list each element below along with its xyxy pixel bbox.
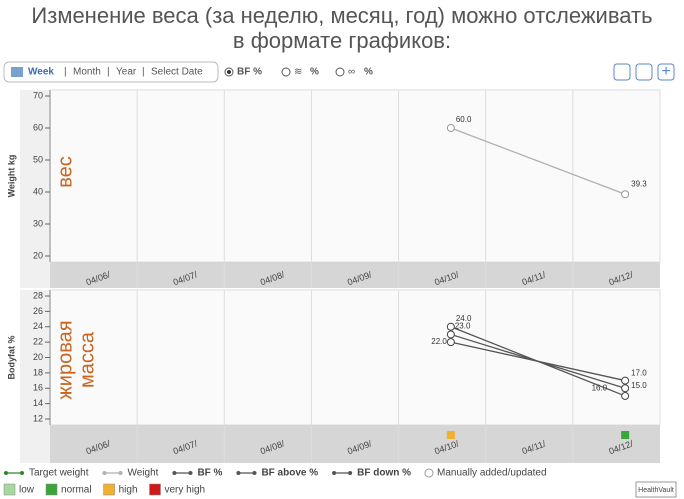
calendar-icon[interactable]	[11, 67, 23, 77]
data-point	[621, 384, 630, 393]
y-tick-label: 24	[33, 321, 43, 331]
heading: Изменение веса (за неделю, месяц, год) м…	[31, 3, 652, 28]
legend-dot	[332, 471, 337, 475]
heading: в формате графиков:	[233, 28, 451, 53]
status-marker	[621, 431, 630, 439]
sep: |	[142, 67, 145, 78]
healthvault-logo	[635, 481, 677, 498]
status-swatch	[149, 483, 161, 496]
data-point	[446, 330, 455, 339]
date-band	[50, 425, 660, 463]
y-tick-label: 50	[33, 154, 43, 164]
value-label: 15.0	[631, 381, 647, 390]
data-point	[621, 376, 630, 385]
radio-label: BF %	[237, 67, 262, 78]
status-swatch	[3, 483, 16, 496]
legend-label: Weight	[127, 468, 158, 479]
plot-area	[49, 89, 661, 263]
annotation: жировая	[54, 320, 76, 399]
y-axis-label: Weight kg	[6, 155, 16, 198]
print-button[interactable]	[613, 63, 631, 81]
plot-area	[49, 289, 661, 426]
download-button[interactable]	[635, 63, 653, 81]
legend-label: BF down %	[357, 468, 411, 479]
y-tick-label: 60	[33, 122, 43, 132]
status-marker	[446, 431, 455, 439]
series-line	[450, 341, 626, 382]
date-link[interactable]: Select Date	[151, 67, 203, 78]
series-line	[450, 127, 626, 195]
radio[interactable]	[281, 67, 291, 77]
legend-dot	[252, 471, 257, 475]
data-point	[446, 124, 455, 132]
annotation: вес	[54, 156, 76, 188]
legend-dot	[188, 471, 193, 475]
value-label: 23.0	[455, 322, 471, 331]
logo-text: HealthVault	[638, 487, 674, 494]
y-tick-label: 12	[33, 413, 43, 423]
data-point	[446, 338, 455, 347]
status-label: normal	[61, 485, 92, 496]
year-link[interactable]: Year	[116, 67, 137, 78]
sep: |	[64, 67, 67, 78]
legend-dot	[4, 471, 8, 475]
value-label: 22.0	[431, 337, 447, 346]
icon: ≋	[294, 67, 302, 78]
value-label: 16.0	[592, 383, 608, 392]
y-tick-label: 40	[33, 186, 43, 196]
y-tick-label: 16	[33, 383, 43, 393]
value-label: 60.0	[456, 115, 472, 124]
period-box	[3, 61, 219, 83]
value-label: 24.0	[456, 314, 472, 323]
icon: ∞	[348, 67, 355, 78]
y-tick-label: 18	[33, 367, 43, 377]
legend-label: BF above %	[261, 468, 318, 479]
axis-column	[20, 90, 50, 288]
legend-marker	[424, 468, 434, 478]
month-link[interactable]: Month	[73, 67, 101, 78]
date-band	[50, 262, 660, 288]
status-label: low	[19, 485, 35, 496]
data-point	[621, 391, 630, 400]
legend-dot	[348, 471, 353, 475]
data-point	[621, 190, 630, 199]
legend-dot	[102, 471, 107, 475]
y-tick-label: 22	[33, 337, 43, 347]
y-tick-label: 14	[33, 398, 43, 408]
legend-dot	[236, 471, 241, 475]
y-tick-label: 26	[33, 306, 43, 316]
status-label: high	[119, 485, 138, 496]
add-icon: +	[661, 63, 670, 80]
annotation: масса	[76, 331, 98, 388]
legend-dot	[172, 471, 177, 475]
radio[interactable]	[335, 67, 345, 77]
legend-dot	[20, 471, 24, 475]
data-point	[446, 322, 455, 331]
status-label: very high	[165, 485, 206, 496]
radio-label: %	[364, 67, 373, 78]
week-link[interactable]: Week	[28, 67, 54, 78]
radio-dot	[227, 70, 231, 74]
y-tick-label: 70	[33, 90, 43, 100]
y-tick-label: 20	[33, 352, 43, 362]
axis-column	[20, 290, 50, 463]
status-swatch	[45, 483, 58, 496]
value-label: 17.0	[631, 369, 647, 378]
sep: |	[107, 67, 110, 78]
radio-label: %	[310, 67, 319, 78]
legend-label: Manually added/updated	[437, 468, 547, 479]
legend-dot	[118, 471, 123, 475]
add-button[interactable]	[657, 63, 675, 81]
legend-label: Target weight	[29, 468, 89, 479]
value-label: 39.3	[631, 179, 647, 188]
y-tick-label: 30	[33, 218, 43, 228]
y-tick-label: 20	[33, 250, 43, 260]
y-axis-label: Bodyfat %	[6, 335, 16, 379]
status-swatch	[103, 483, 115, 496]
legend-label: BF %	[197, 468, 222, 479]
y-tick-label: 28	[33, 290, 43, 300]
